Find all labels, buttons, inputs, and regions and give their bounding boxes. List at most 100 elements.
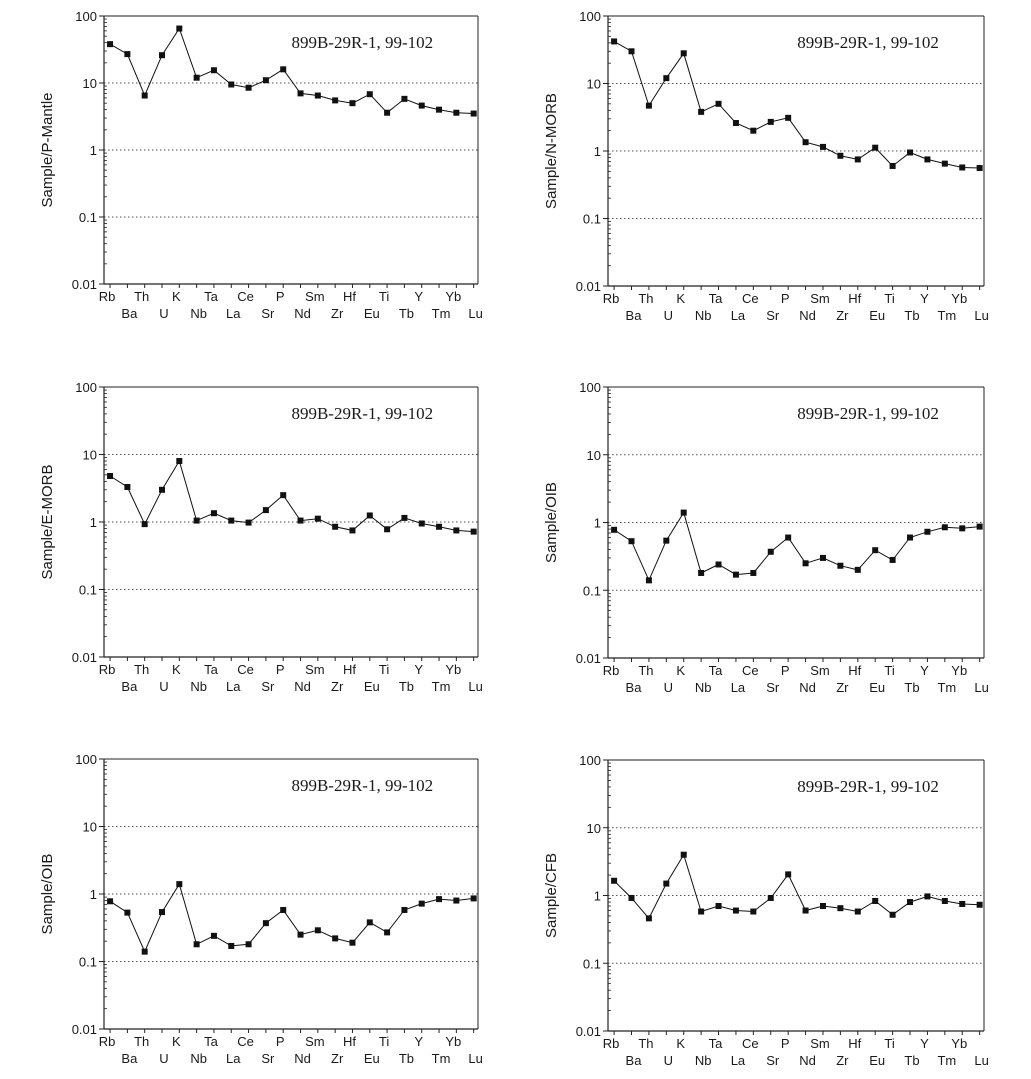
y-axis-label: Sample/OIB — [543, 482, 560, 563]
data-point — [262, 920, 269, 927]
y-axis-label: Sample/N-MORB — [543, 93, 560, 209]
x-tick-label: K — [676, 291, 685, 306]
x-tick-label: Tb — [904, 308, 919, 323]
x-tick-label: U — [664, 1053, 673, 1068]
data-point — [924, 528, 931, 535]
x-tick-label: Sr — [261, 306, 275, 321]
x-tick-label: U — [159, 306, 168, 321]
x-tick-label: Sr — [766, 680, 780, 695]
data-point — [262, 507, 269, 514]
x-tick-label: Sr — [261, 1051, 275, 1066]
data-point — [854, 566, 861, 573]
x-tick-label: Tb — [399, 679, 414, 694]
data-point — [732, 907, 739, 914]
data-point — [959, 164, 966, 171]
data-point — [141, 948, 148, 955]
x-tick-label: Lu — [468, 306, 482, 321]
series-line — [613, 853, 980, 920]
data-point — [837, 905, 844, 912]
data-point — [107, 41, 114, 48]
data-point — [732, 571, 739, 578]
x-tick-label: Th — [134, 289, 149, 304]
x-tick-label: Yb — [951, 1036, 967, 1051]
data-point — [698, 108, 705, 115]
data-point — [470, 110, 477, 117]
x-tick-label: Rb — [603, 663, 620, 678]
data-point — [872, 897, 879, 904]
data-point — [384, 526, 391, 533]
x-tick-label: Eu — [364, 1051, 380, 1066]
data-point — [663, 537, 670, 544]
data-point — [245, 941, 252, 948]
data-point — [698, 908, 705, 915]
x-tick-label: Zr — [331, 679, 344, 694]
y-tick-label: 10 — [587, 821, 601, 836]
x-tick-label: Nb — [695, 680, 712, 695]
x-tick-label: Eu — [869, 308, 885, 323]
x-tick-label: Rb — [99, 289, 116, 304]
x-tick-label: Lu — [468, 1051, 482, 1066]
y-tick-label: 10 — [83, 76, 97, 91]
y-tick-label: 10 — [587, 77, 601, 92]
x-tick-label: K — [676, 663, 685, 678]
x-tick-label: Nd — [799, 308, 816, 323]
data-point — [785, 114, 792, 121]
data-point — [470, 528, 477, 535]
x-tick-label: P — [276, 289, 285, 304]
x-tick-label: Th — [134, 662, 149, 677]
data-point — [889, 556, 896, 563]
data-point — [924, 893, 931, 900]
data-point — [314, 515, 321, 522]
data-point — [663, 75, 670, 82]
x-tick-label: Ta — [709, 1036, 724, 1051]
data-point — [767, 548, 774, 555]
y-tick-label: 1 — [594, 889, 601, 904]
data-point — [785, 871, 792, 878]
data-point — [715, 902, 722, 909]
data-point — [819, 554, 826, 561]
y-tick-label: 10 — [83, 448, 97, 463]
x-tick-label: Zr — [836, 680, 849, 695]
x-tick-label: Tm — [937, 308, 956, 323]
data-point — [628, 48, 635, 55]
y-tick-label: 10 — [587, 448, 601, 463]
y-tick-label: 1 — [594, 144, 601, 159]
x-tick-label: Hf — [848, 1036, 861, 1051]
data-point — [210, 67, 217, 74]
data-point — [767, 118, 774, 125]
x-tick-label: Y — [414, 1034, 423, 1049]
data-point — [245, 84, 252, 91]
data-point — [959, 525, 966, 532]
x-tick-label: Th — [638, 663, 653, 678]
data-point — [124, 909, 131, 916]
y-tick-label: 0.1 — [79, 210, 97, 225]
x-tick-label: Zr — [836, 308, 849, 323]
data-point — [228, 517, 235, 524]
x-tick-label: Nd — [294, 679, 311, 694]
x-tick-label: P — [276, 1034, 285, 1049]
x-tick-label: Y — [920, 663, 929, 678]
data-point — [453, 109, 460, 116]
x-tick-label: Y — [414, 289, 423, 304]
data-point — [210, 510, 217, 517]
x-tick-label: Nb — [190, 306, 207, 321]
data-point — [941, 897, 948, 904]
data-point — [645, 915, 652, 922]
x-tick-label: Ti — [379, 289, 389, 304]
y-tick-label: 1 — [90, 515, 97, 530]
x-tick-label: Nd — [799, 1053, 816, 1068]
series-line — [109, 27, 474, 114]
data-point — [107, 473, 114, 480]
data-point — [401, 95, 408, 102]
y-tick-label: 0.01 — [72, 277, 97, 292]
x-tick-label: Tb — [904, 1053, 919, 1068]
x-tick-label: Th — [638, 291, 653, 306]
x-tick-label: Tm — [937, 1053, 956, 1068]
data-point — [802, 139, 809, 146]
x-tick-label: Sm — [810, 663, 830, 678]
y-tick-label: 100 — [579, 753, 601, 768]
